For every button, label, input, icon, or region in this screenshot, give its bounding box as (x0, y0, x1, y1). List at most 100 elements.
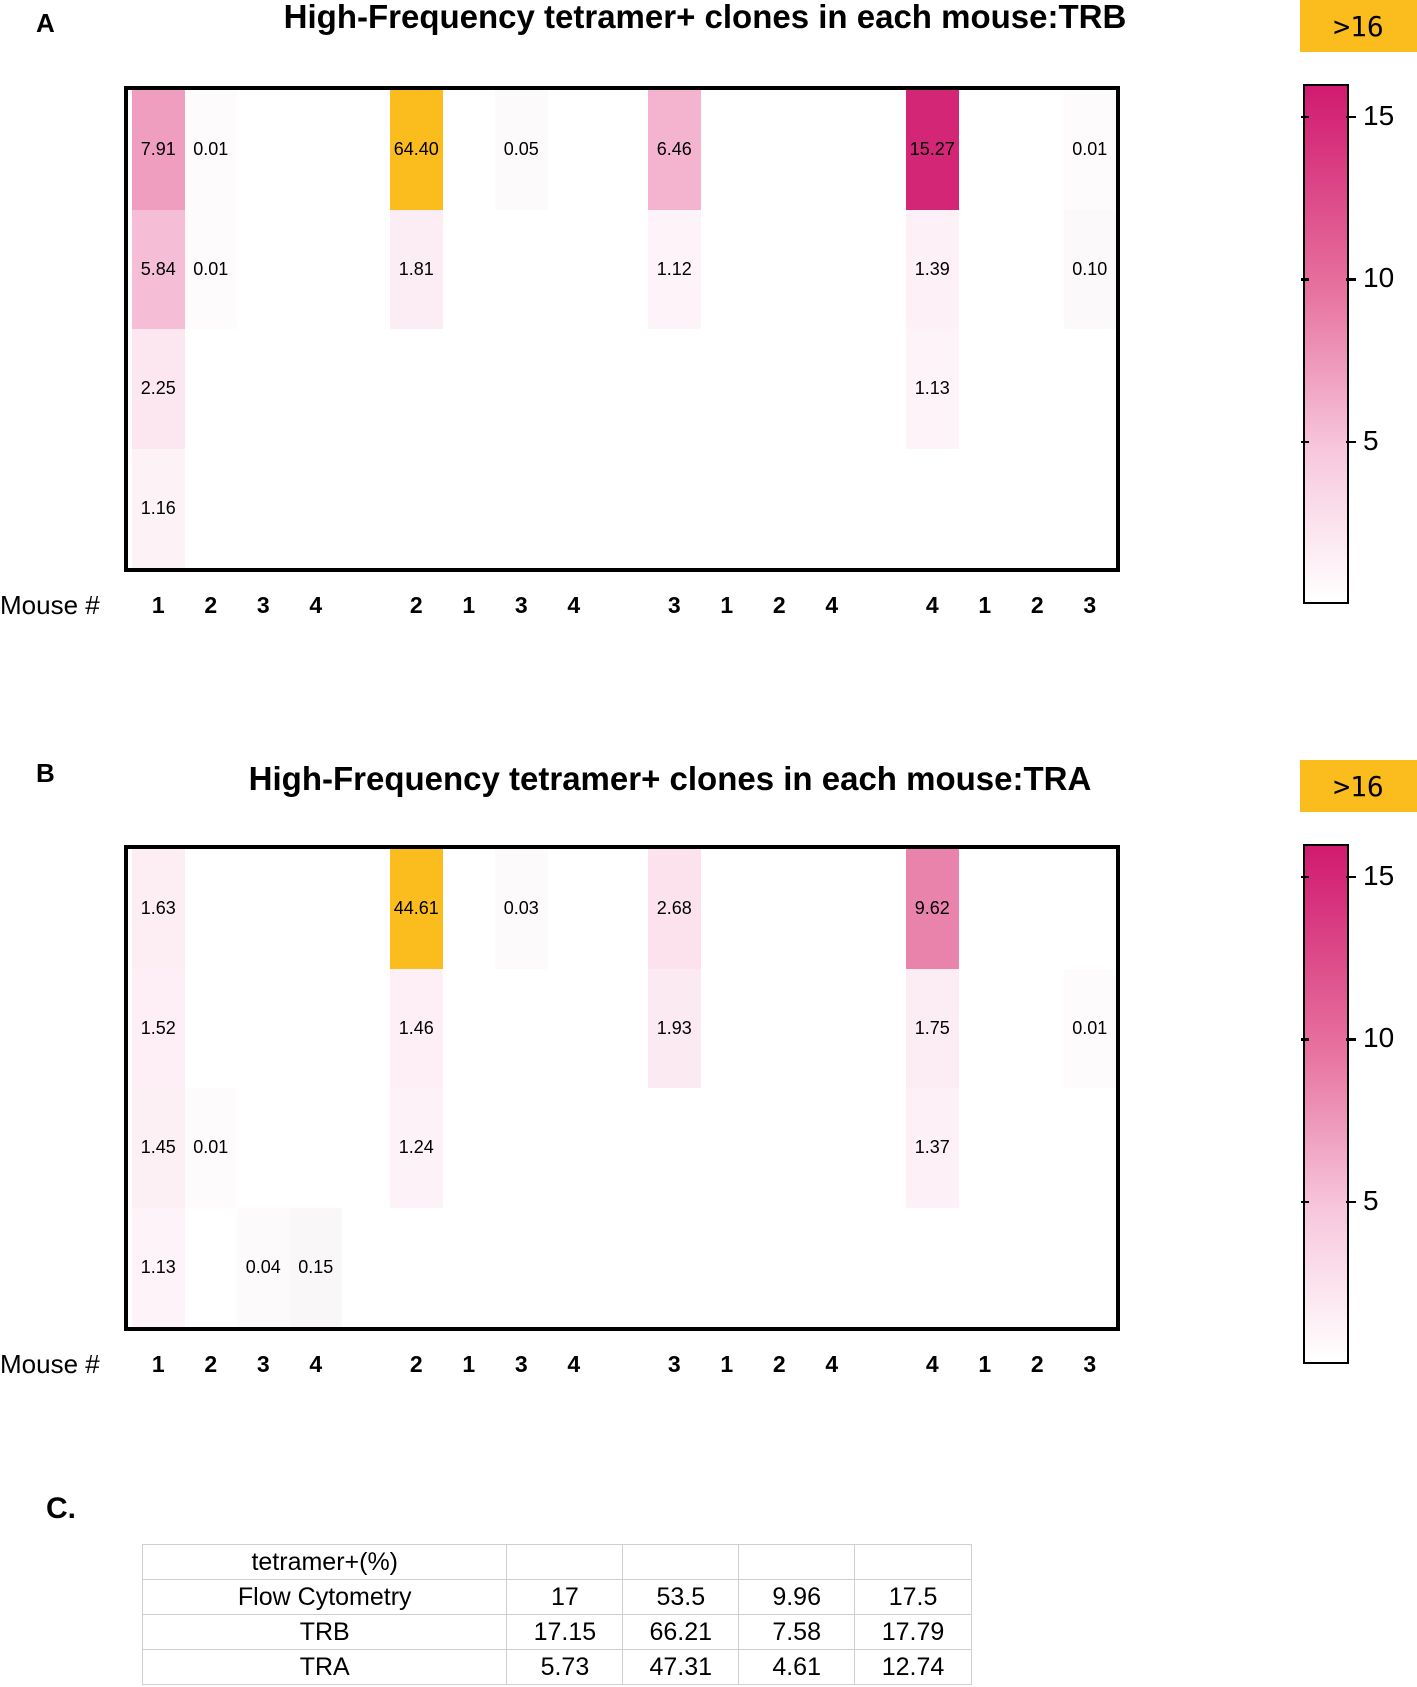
table-cell (622, 1544, 740, 1580)
x-tick-label: 3 (1083, 592, 1097, 618)
heatmap-trb: 7.91 5.84 2.25 1.16 0.01 0.01 1 2 3 4 64.40 1.81 0.0… (0, 86, 1200, 626)
heatmap-cell: 1.45 (132, 1088, 185, 1208)
colorbar-tick (1346, 1200, 1356, 1203)
table-cell: Flow Cytometry (141, 1579, 508, 1615)
x-tick-label: 2 (772, 592, 786, 618)
colorbar-tick-inner (1301, 278, 1309, 281)
colorbar-tick-inner (1301, 440, 1309, 443)
panel-b-letter: B (36, 758, 55, 788)
colorbar-tick-label: 5 (1363, 1184, 1379, 1216)
x-tick-label: 4 (825, 1351, 839, 1377)
panel-b-title: High-Frequency tetramer+ clones in each … (248, 760, 1092, 797)
colorbar-tra: >16 5 10 15 (1290, 760, 1417, 1380)
heatmap-cell: 0.01 (1063, 90, 1116, 210)
heatmap-cell: 1.46 (390, 968, 443, 1088)
x-axis-label: Mouse # (0, 1349, 100, 1379)
heatmap-cell: 15.27 (906, 90, 959, 210)
heatmap-cell: 0.15 (289, 1207, 342, 1327)
panel-a-title: High-Frequency tetramer+ clones in each … (283, 0, 1127, 35)
heatmap-cell: 1.93 (648, 968, 701, 1088)
panel-c-letter: C. (46, 1492, 76, 1525)
table-cell: 17 (506, 1579, 624, 1615)
table-cell (506, 1544, 624, 1580)
heatmap-cell: 44.61 (390, 849, 443, 969)
heatmap-cell: 1.12 (648, 209, 701, 329)
heatmap-cell: 0.05 (495, 90, 548, 210)
x-tick-label: 1 (720, 592, 734, 618)
x-tick-label: 4 (825, 592, 839, 618)
heatmap-frame (124, 86, 1120, 572)
heatmap-cell: 1.75 (906, 968, 959, 1088)
colorbar-overflow-label: >16 (1300, 760, 1417, 812)
table-cell: 9.96 (738, 1579, 856, 1615)
table-cell: 17.5 (854, 1579, 972, 1615)
colorbar-trb: >16 5 10 15 (1290, 0, 1417, 620)
x-tick-label: 4 (309, 1351, 323, 1377)
heatmap-cell: 1.13 (906, 329, 959, 449)
heatmap-cell: 0.01 (184, 90, 237, 210)
colorbar-tick-label: 5 (1363, 424, 1379, 456)
table-cell (738, 1544, 856, 1580)
table-cell: 17.15 (506, 1614, 624, 1650)
x-tick-label: 3 (667, 1351, 681, 1377)
table-row: tetramer+(%) (141, 1544, 972, 1580)
heatmap-cell: 5.84 (132, 209, 185, 329)
x-tick-label: 1 (151, 1351, 165, 1377)
x-tick-label: 4 (567, 1351, 581, 1377)
table-row: TRA 5.73 47.31 4.61 12.74 (141, 1649, 972, 1685)
table-cell: 17.79 (854, 1614, 972, 1650)
colorbar-tick-inner (1301, 1200, 1309, 1203)
heatmap-cell: 1.52 (132, 968, 185, 1088)
x-tick-label: 2 (1030, 592, 1044, 618)
x-tick-label: 3 (256, 1351, 270, 1377)
heatmap-cell: 2.68 (648, 849, 701, 969)
x-tick-label: 4 (309, 592, 323, 618)
heatmap-cell: 1.39 (906, 209, 959, 329)
x-tick-label: 1 (978, 1351, 992, 1377)
table-cell: TRB (141, 1614, 508, 1650)
heatmap-cell: 0.01 (184, 209, 237, 329)
x-tick-label: 1 (720, 1351, 734, 1377)
colorbar-tick (1346, 440, 1356, 443)
heatmap-cell: 1.63 (132, 849, 185, 969)
colorbar-tick-label: 15 (1363, 859, 1395, 891)
colorbar-gradient (1303, 84, 1349, 604)
colorbar-tick-label: 10 (1363, 1022, 1395, 1053)
x-tick-label: 1 (151, 592, 165, 618)
colorbar-tick (1346, 278, 1356, 281)
colorbar-tick (1346, 875, 1356, 878)
heatmap-cell: 0.01 (1063, 968, 1116, 1088)
x-tick-label: 1 (462, 1351, 476, 1377)
heatmap-cell: 0.03 (495, 849, 548, 969)
colorbar-overflow-label: >16 (1300, 0, 1417, 52)
colorbar-tick-inner (1301, 875, 1309, 878)
x-tick-label: 3 (514, 1351, 528, 1377)
heatmap-cell: 0.01 (184, 1088, 237, 1208)
tetramer-table: tetramer+(%) Flow Cytometry 17 53.5 9.96 17.5… (141, 1544, 972, 1685)
heatmap-cell: 2.25 (132, 329, 185, 449)
colorbar-tick-inner (1301, 115, 1309, 118)
table-cell: 66.21 (622, 1614, 740, 1650)
x-tick-label: 2 (772, 1351, 786, 1377)
heatmap-cell: 64.40 (390, 90, 443, 210)
x-tick-label: 3 (514, 592, 528, 618)
x-tick-label: 3 (667, 592, 681, 618)
heatmap-cell: 0.04 (237, 1207, 290, 1327)
x-axis-label: Mouse # (0, 590, 100, 620)
x-tick-label: 1 (978, 592, 992, 618)
heatmap-cell: 1.81 (390, 209, 443, 329)
x-tick-label: 4 (925, 1351, 939, 1377)
x-tick-label: 2 (409, 592, 423, 618)
panel-a-letter: A (36, 8, 55, 38)
heatmap-tra: 1.63 1.52 1.45 1.13 0.01 0.04 0.15 1 2 3 4 44.61 1.4… (0, 845, 1200, 1385)
table-cell: 12.74 (854, 1649, 972, 1685)
table-cell: 5.73 (506, 1649, 624, 1685)
table-row: TRB 17.15 66.21 7.58 17.79 (141, 1614, 972, 1650)
x-tick-label: 2 (204, 592, 218, 618)
table-cell: 47.31 (622, 1649, 740, 1685)
colorbar-tick-inner (1301, 1038, 1309, 1041)
table-cell: 4.61 (738, 1649, 856, 1685)
colorbar-tick-label: 10 (1363, 262, 1395, 293)
x-tick-label: 3 (1083, 1351, 1097, 1377)
table-cell: TRA (141, 1649, 508, 1685)
